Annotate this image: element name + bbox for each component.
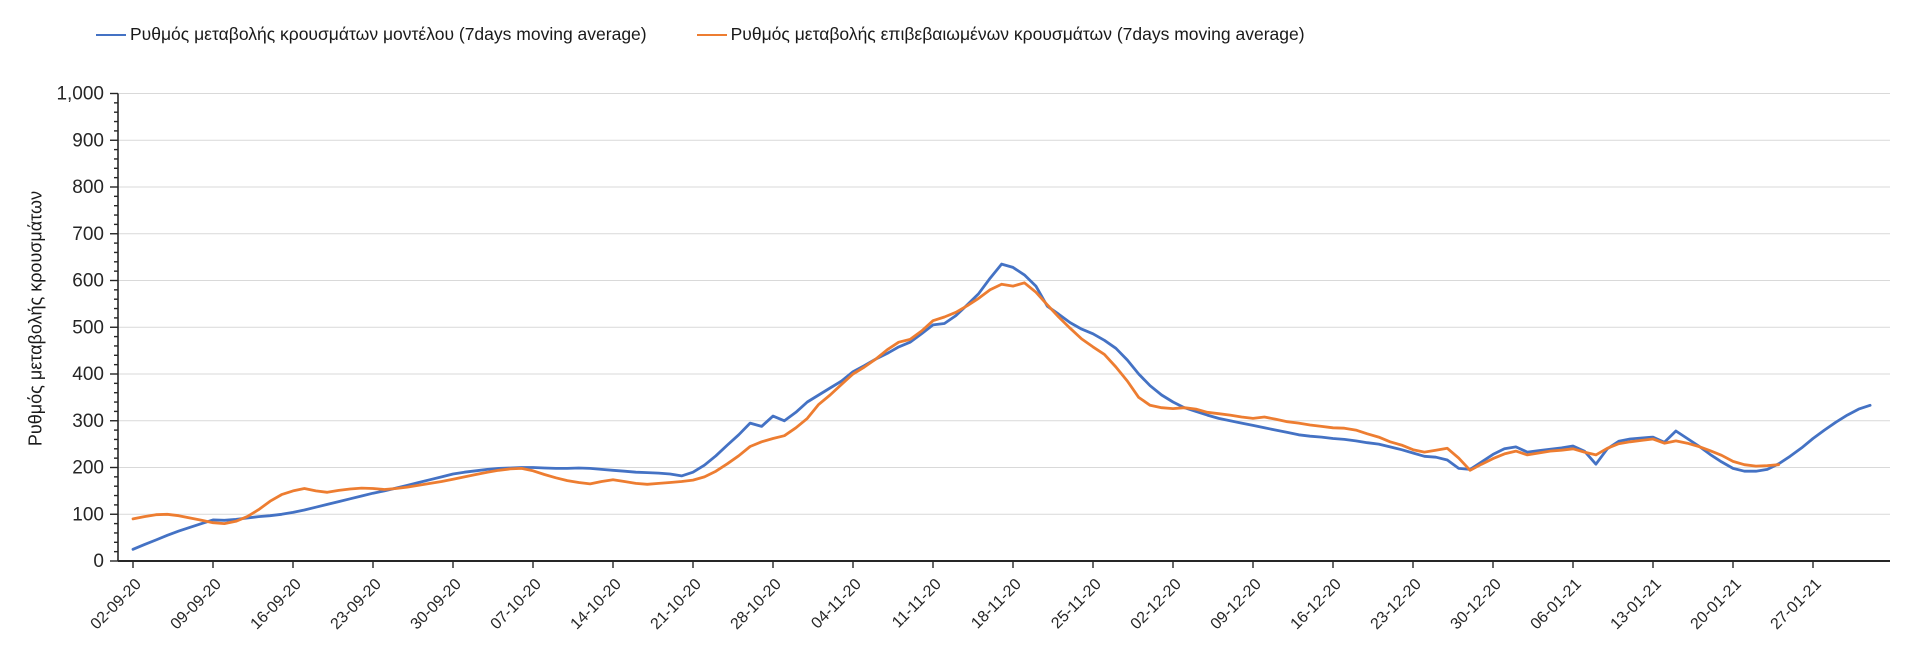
x-tick-label: 30-12-20 <box>1448 576 1505 633</box>
legend-line-swatch-confirmed <box>696 33 727 36</box>
x-tick-label: 16-09-20 <box>248 576 305 633</box>
x-tick-label: 21-10-20 <box>648 576 705 633</box>
y-tick-label: 100 <box>72 504 104 525</box>
y-tick-label: 400 <box>72 364 104 385</box>
x-tick-label: 16-12-20 <box>1288 576 1345 633</box>
x-tick-label: 28-10-20 <box>728 576 785 633</box>
x-tick-label: 02-12-20 <box>1128 576 1185 633</box>
series-line-model <box>131 262 1872 551</box>
x-tick-label: 04-11-20 <box>808 576 865 633</box>
y-tick-label: 600 <box>72 271 104 292</box>
x-tick-label: 06-01-21 <box>1528 576 1585 633</box>
y-tick-label: 800 <box>72 177 104 198</box>
legend-label-model: Ρυθμός μεταβολής κρουσμάτων μοντέλου (7d… <box>130 24 647 44</box>
x-tick-label: 20-01-21 <box>1688 576 1745 633</box>
x-tick-label: 14-10-20 <box>568 576 625 633</box>
legend-line-swatch-model <box>96 33 126 36</box>
y-axis-title: Ρυθμός μεταβολής κρουσμάτων <box>25 190 46 447</box>
y-tick-label: 300 <box>72 411 104 432</box>
x-tick-label: 18-11-20 <box>968 576 1025 633</box>
x-tick-label: 27-01-21 <box>1768 576 1825 633</box>
legend-label-confirmed: Ρυθμός μεταβολής επιβεβαιωμένων κρουσμάτ… <box>730 24 1305 44</box>
x-tick-label: 11-11-20 <box>889 576 945 632</box>
x-tick-label: 25-11-20 <box>1048 576 1105 633</box>
x-tick-label: 23-09-20 <box>328 576 385 633</box>
legend-item-model: Ρυθμός μεταβολής κρουσμάτων μοντέλου (7d… <box>96 24 647 45</box>
series-line-confirmed <box>131 281 1781 525</box>
x-tick-label: 09-12-20 <box>1208 576 1265 633</box>
x-tick-label: 09-09-20 <box>168 576 225 633</box>
x-tick-label: 07-10-20 <box>488 576 545 633</box>
y-tick-label: 0 <box>93 551 104 572</box>
x-tick-label: 02-09-20 <box>88 576 145 633</box>
x-tick-label: 13-01-21 <box>1608 576 1665 633</box>
y-tick-label: 900 <box>72 130 104 151</box>
x-tick-label: 23-12-20 <box>1368 576 1425 633</box>
y-tick-label: 500 <box>72 317 104 338</box>
y-tick-label: 700 <box>72 224 104 245</box>
y-tick-label: 1,000 <box>56 84 104 105</box>
legend-item-confirmed: Ρυθμός μεταβολής επιβεβαιωμένων κρουσμάτ… <box>696 24 1305 45</box>
x-tick-label: 30-09-20 <box>408 576 465 633</box>
chart-legend: Ρυθμός μεταβολής κρουσμάτων μοντέλου (7d… <box>96 24 1305 45</box>
y-tick-label: 200 <box>72 458 104 479</box>
